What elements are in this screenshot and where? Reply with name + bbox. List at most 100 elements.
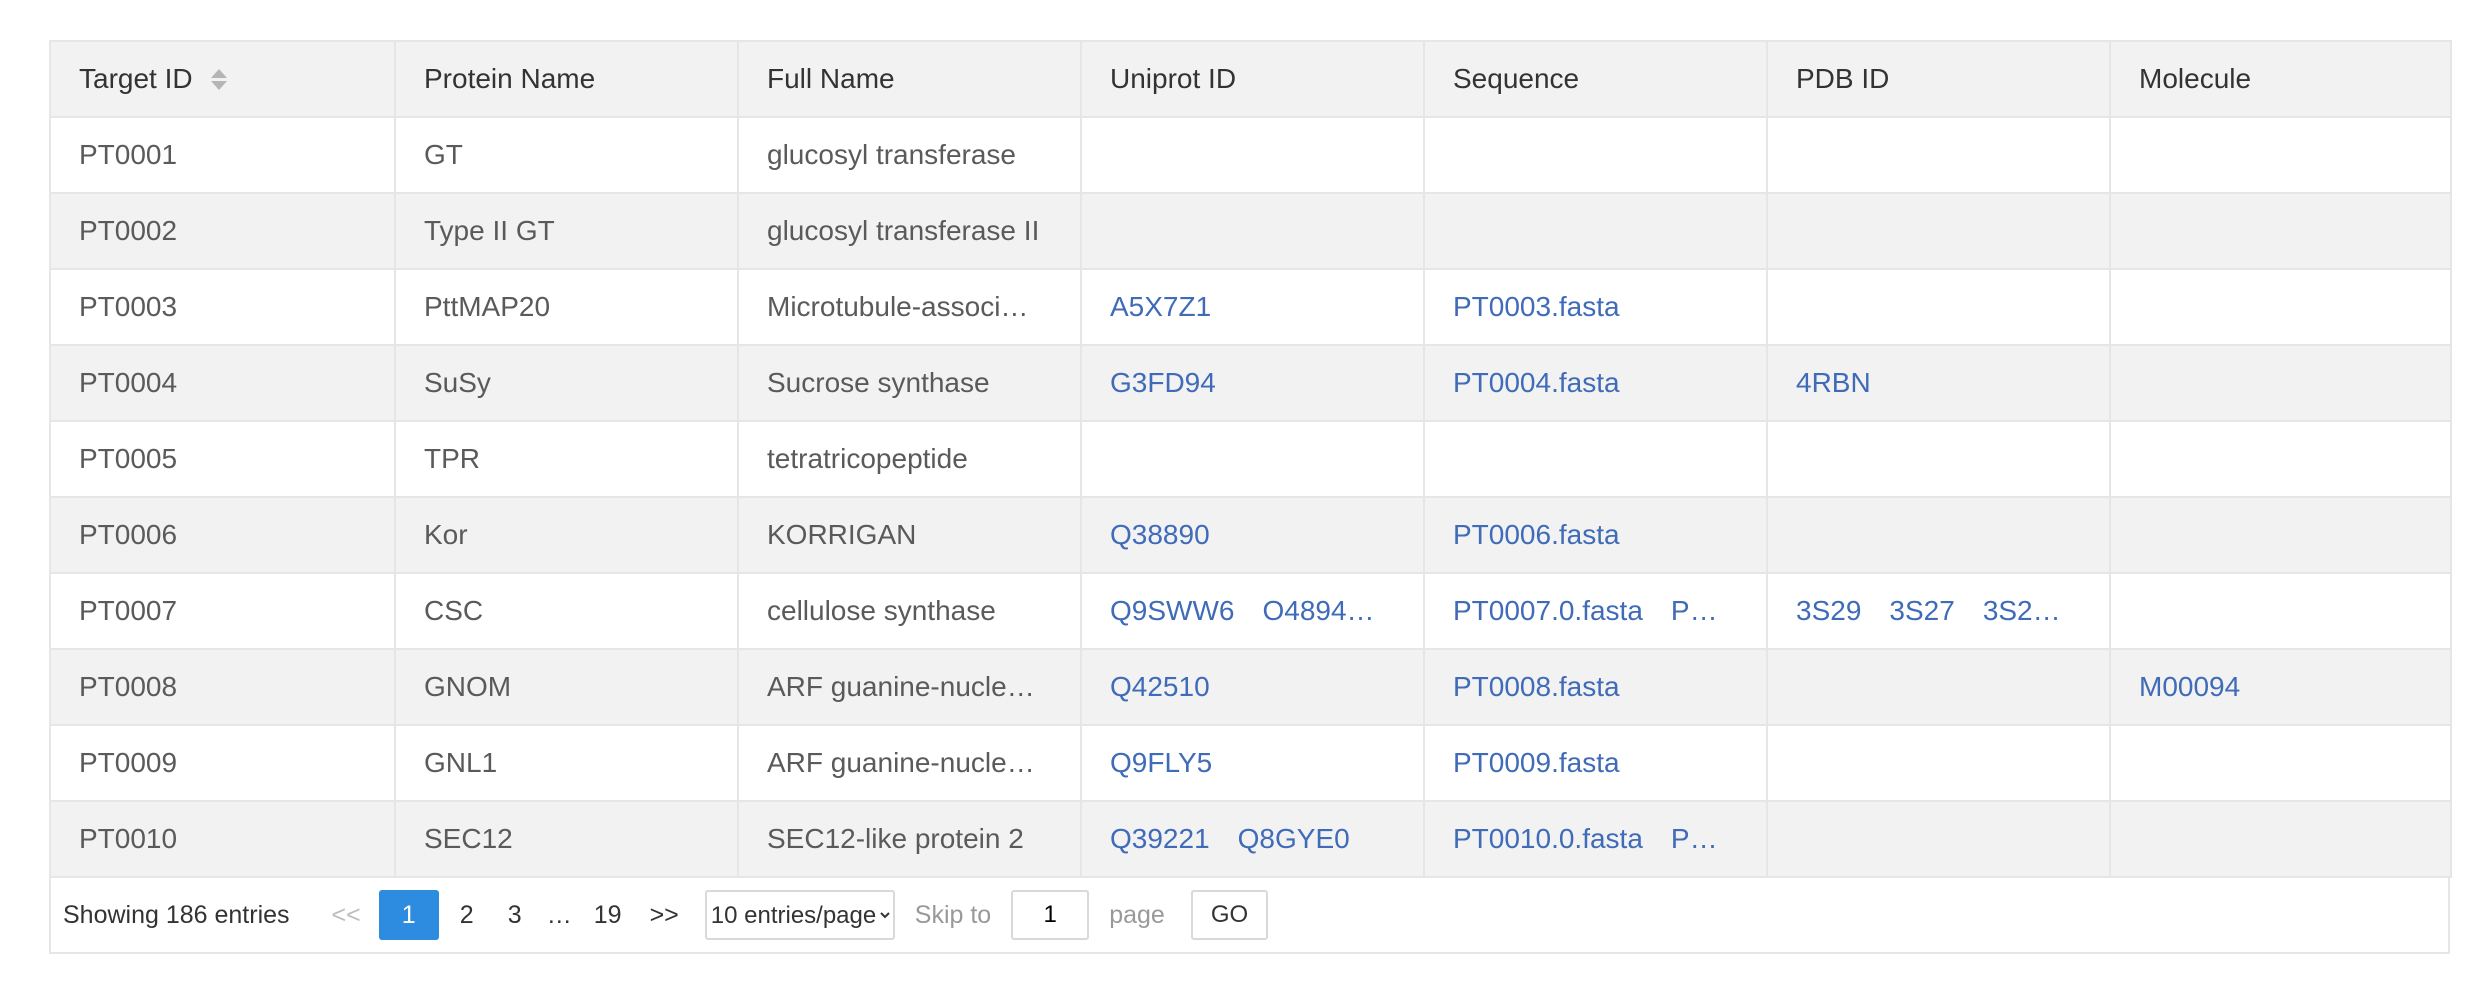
pagination-bar: Showing 186 entries << 1 2 3 … 19 >> 10 … <box>49 878 2450 954</box>
uniprot-link[interactable]: Q9SWW6 <box>1110 595 1235 626</box>
cell-pdb-id <box>1766 116 2111 194</box>
cell-pdb-id <box>1766 724 2111 802</box>
page-button-19[interactable]: 19 <box>593 900 622 929</box>
page-button-2[interactable]: 2 <box>459 900 474 929</box>
cell-target-id: PT0007 <box>49 572 396 650</box>
cell-full-name: Sucrose synthase <box>737 344 1082 422</box>
cell-protein-name: TPR <box>394 420 739 498</box>
target-table-panel: Target ID Protein Name Full Name Uniprot… <box>49 40 2452 954</box>
table-row: PT0001 GT glucosyl transferase <box>49 116 2452 194</box>
sequence-link[interactable]: PT0009.fasta <box>1453 747 1620 778</box>
cell-sequence: PT0010.0.fasta P… <box>1423 800 1768 878</box>
cell-sequence <box>1423 420 1768 498</box>
cell-full-name: KORRIGAN <box>737 496 1082 574</box>
cell-target-id: PT0003 <box>49 268 396 346</box>
cell-sequence: PT0003.fasta <box>1423 268 1768 346</box>
table-row: PT0006 Kor KORRIGAN Q38890 PT0006.fasta <box>49 496 2452 574</box>
molecule-link[interactable]: M00094 <box>2139 671 2241 702</box>
cell-pdb-id <box>1766 648 2111 726</box>
cell-target-id: PT0008 <box>49 648 396 726</box>
cell-uniprot-id: Q9FLY5 <box>1080 724 1425 802</box>
cell-uniprot-id: Q38890 <box>1080 496 1425 574</box>
page-size-select[interactable]: 10 entries/page <box>704 890 895 940</box>
cell-target-id: PT0009 <box>49 724 396 802</box>
cell-molecule <box>2109 192 2452 270</box>
cell-protein-name: PttMAP20 <box>394 268 739 346</box>
cell-protein-name: GNL1 <box>394 724 739 802</box>
cell-target-id: PT0006 <box>49 496 396 574</box>
pdb-link[interactable]: 4RBN <box>1796 367 1871 398</box>
sort-icon[interactable] <box>210 68 227 90</box>
total-entries-text: Showing 186 entries <box>63 900 290 929</box>
cell-sequence: PT0008.fasta <box>1423 648 1768 726</box>
uniprot-link[interactable]: Q42510 <box>1110 671 1210 702</box>
page-ellipsis: … <box>546 900 572 929</box>
table-body: PT0001 GT glucosyl transferase PT0002 Type I… <box>49 116 2452 878</box>
sequence-link[interactable]: PT0007.0.fasta <box>1453 595 1643 626</box>
cell-sequence <box>1423 192 1768 270</box>
cell-full-name: glucosyl transferase II <box>737 192 1082 270</box>
pdb-link[interactable]: 3S2… <box>1982 595 2061 626</box>
cell-uniprot-id: A5X7Z1 <box>1080 268 1425 346</box>
cell-pdb-id <box>1766 420 2111 498</box>
sequence-link[interactable]: PT0004.fasta <box>1453 367 1620 398</box>
page-button-3[interactable]: 3 <box>507 900 522 929</box>
target-table: Target ID Protein Name Full Name Uniprot… <box>49 40 2452 878</box>
table-header-row: Target ID Protein Name Full Name Uniprot… <box>49 40 2452 118</box>
cell-sequence: PT0009.fasta <box>1423 724 1768 802</box>
uniprot-link[interactable]: Q8GYE0 <box>1237 823 1350 854</box>
page-button-1[interactable]: 1 <box>378 890 439 940</box>
cell-molecule <box>2109 800 2452 878</box>
cell-uniprot-id: Q39221 Q8GYE0 <box>1080 800 1425 878</box>
sequence-link[interactable]: P… <box>1670 823 1718 854</box>
cell-protein-name: CSC <box>394 572 739 650</box>
cell-uniprot-id: Q9SWW6 O4894… <box>1080 572 1425 650</box>
skip-to-label: Skip to <box>914 900 992 929</box>
go-button[interactable]: GO <box>1190 890 1269 940</box>
cell-protein-name: Type II GT <box>394 192 739 270</box>
table-row: PT0002 Type II GT glucosyl transferase II <box>49 192 2452 270</box>
cell-target-id: PT0010 <box>49 800 396 878</box>
cell-protein-name: Kor <box>394 496 739 574</box>
uniprot-link[interactable]: A5X7Z1 <box>1110 291 1212 322</box>
prev-page-button[interactable]: << <box>331 900 361 929</box>
sequence-link[interactable]: PT0003.fasta <box>1453 291 1620 322</box>
cell-sequence: PT0006.fasta <box>1423 496 1768 574</box>
column-header-molecule: Molecule <box>2109 40 2452 118</box>
cell-sequence <box>1423 116 1768 194</box>
cell-pdb-id <box>1766 268 2111 346</box>
sequence-link[interactable]: P… <box>1670 595 1718 626</box>
sequence-link[interactable]: PT0006.fasta <box>1453 519 1620 550</box>
uniprot-link[interactable]: Q38890 <box>1110 519 1210 550</box>
sequence-link[interactable]: PT0008.fasta <box>1453 671 1620 702</box>
uniprot-link[interactable]: Q39221 <box>1110 823 1210 854</box>
cell-uniprot-id: Q42510 <box>1080 648 1425 726</box>
cell-pdb-id <box>1766 800 2111 878</box>
page-label: page <box>1109 900 1165 929</box>
cell-full-name: ARF guanine-nucle… <box>737 648 1082 726</box>
pdb-link[interactable]: 3S29 <box>1796 595 1862 626</box>
cell-molecule <box>2109 116 2452 194</box>
cell-full-name: glucosyl transferase <box>737 116 1082 194</box>
table-row: PT0007 CSC cellulose synthase Q9SWW6 O4894… P… <box>49 572 2452 650</box>
cell-pdb-id <box>1766 192 2111 270</box>
table-row: PT0009 GNL1 ARF guanine-nucle… Q9FLY5 PT0009… <box>49 724 2452 802</box>
pdb-link[interactable]: 3S27 <box>1889 595 1955 626</box>
skip-page-input[interactable] <box>1011 890 1090 940</box>
cell-molecule <box>2109 724 2452 802</box>
column-header-target-id[interactable]: Target ID <box>49 40 396 118</box>
uniprot-link[interactable]: G3FD94 <box>1110 367 1216 398</box>
next-page-button[interactable]: >> <box>649 900 679 929</box>
column-header-full-name: Full Name <box>737 40 1082 118</box>
cell-pdb-id <box>1766 496 2111 574</box>
sequence-link[interactable]: PT0010.0.fasta <box>1453 823 1643 854</box>
cell-full-name: cellulose synthase <box>737 572 1082 650</box>
cell-protein-name: GT <box>394 116 739 194</box>
cell-protein-name: SEC12 <box>394 800 739 878</box>
table-row: PT0008 GNOM ARF guanine-nucle… Q42510 PT0008… <box>49 648 2452 726</box>
table-row: PT0004 SuSy Sucrose synthase G3FD94 PT0004.f… <box>49 344 2452 422</box>
uniprot-link[interactable]: O4894… <box>1262 595 1375 626</box>
cell-target-id: PT0005 <box>49 420 396 498</box>
uniprot-link[interactable]: Q9FLY5 <box>1110 747 1213 778</box>
cell-molecule <box>2109 420 2452 498</box>
